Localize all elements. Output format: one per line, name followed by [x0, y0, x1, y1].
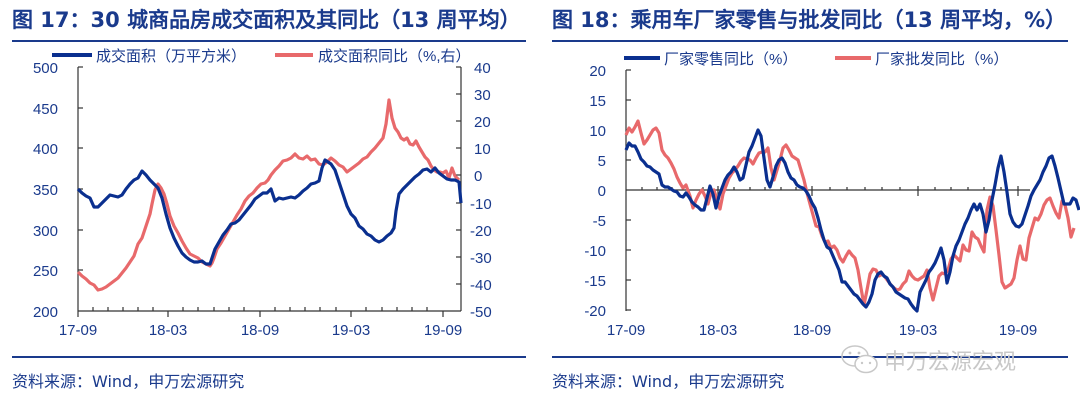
svg-text:-20: -20: [470, 223, 492, 240]
right-x-axis-labels: 17-09 18-03 18-09 19-03 19-09: [607, 322, 1037, 339]
right-chart-svg: 厂家零售同比（%） 厂家批发同比（%） 20 15 10 5 0 -5 -10 …: [584, 51, 1080, 339]
svg-text:19-09: 19-09: [424, 322, 462, 339]
right-source-rule: [552, 356, 1068, 358]
svg-text:450: 450: [33, 101, 58, 118]
svg-text:18-03: 18-03: [699, 322, 737, 339]
svg-text:20: 20: [589, 63, 606, 80]
right-source-note: 资料来源：Wind，申万宏源研究: [552, 372, 785, 391]
svg-text:18-09: 18-09: [241, 322, 279, 339]
left-y-axis-labels: 500 450 400 350 300 250 200: [33, 60, 58, 321]
svg-text:-40: -40: [470, 277, 492, 294]
svg-text:-20: -20: [584, 303, 606, 320]
svg-text:200: 200: [33, 304, 58, 321]
svg-text:-15: -15: [584, 273, 606, 290]
right-legend: 厂家零售同比（%） 厂家批发同比（%）: [624, 51, 1008, 68]
right-chart-title: 图 18：乘用车厂家零售与批发同比（13 周平均，%）: [552, 8, 1067, 32]
svg-text:500: 500: [33, 60, 58, 77]
svg-text:40: 40: [474, 60, 491, 77]
right-legend-retail: 厂家零售同比（%）: [664, 51, 797, 68]
svg-text:19-03: 19-03: [899, 322, 937, 339]
watermark-text: 申万宏源宏观: [884, 350, 1017, 375]
svg-text:-10: -10: [470, 196, 492, 213]
svg-text:5: 5: [598, 153, 606, 170]
wechat-icon: [841, 345, 878, 374]
svg-text:17-09: 17-09: [59, 322, 97, 339]
left-axes: [77, 66, 462, 317]
svg-text:-30: -30: [470, 250, 492, 267]
left-chart-title: 图 17：30 城商品房成交面积及其同比（13 周平均）: [12, 8, 521, 32]
left-legend-area: 成交面积（万平方米）: [96, 47, 246, 65]
right-series-retail: [624, 128, 1080, 313]
svg-text:300: 300: [33, 223, 58, 240]
right-title-underline: [552, 40, 1068, 42]
svg-text:-10: -10: [584, 243, 606, 260]
right-chart-panel: 图 18：乘用车厂家零售与批发同比（13 周平均，%） 厂家零售同比（%） 厂家…: [540, 0, 1080, 409]
left-legend: 成交面积（万平方米） 成交面积同比（%,右）: [52, 47, 471, 65]
svg-text:19-09: 19-09: [999, 322, 1037, 339]
left-series-yoy: [76, 98, 461, 292]
svg-text:400: 400: [33, 141, 58, 158]
svg-text:19-03: 19-03: [332, 322, 370, 339]
svg-text:250: 250: [33, 263, 58, 280]
svg-text:20: 20: [474, 114, 491, 131]
svg-text:10: 10: [589, 123, 606, 140]
left-series-area: [76, 158, 463, 266]
svg-text:-50: -50: [470, 304, 492, 321]
svg-text:-5: -5: [593, 213, 606, 230]
right-series-wholesale: [624, 119, 1076, 307]
left-title-underline: [12, 40, 526, 42]
svg-text:0: 0: [474, 168, 482, 185]
left-chart-svg: 成交面积（万平方米） 成交面积同比（%,右） 500 450 400 350 3…: [33, 47, 492, 339]
svg-text:10: 10: [474, 141, 491, 158]
left-x-axis-labels: 17-09 18-03 18-09 19-03 19-09: [59, 322, 462, 339]
svg-text:18-03: 18-03: [149, 322, 187, 339]
right-legend-wholesale: 厂家批发同比（%）: [875, 51, 1008, 68]
svg-text:18-09: 18-09: [793, 322, 831, 339]
svg-text:17-09: 17-09: [607, 322, 645, 339]
left-chart-panel: 图 17：30 城商品房成交面积及其同比（13 周平均） 成交面积（万平方米） …: [12, 8, 526, 391]
left-source-note: 资料来源：Wind，申万宏源研究: [12, 372, 245, 391]
svg-text:15: 15: [589, 93, 606, 110]
svg-text:350: 350: [33, 182, 58, 199]
svg-text:0: 0: [598, 183, 606, 200]
right-y-axis-labels: 40 30 20 10 0 -10 -20 -30 -40 -50: [470, 60, 492, 321]
left-legend-yoy: 成交面积同比（%,右）: [318, 47, 471, 65]
left-source-rule: [12, 356, 526, 358]
svg-text:30: 30: [474, 87, 491, 104]
right-y-axis-labels: 20 15 10 5 0 -5 -10 -15 -20: [584, 63, 606, 320]
